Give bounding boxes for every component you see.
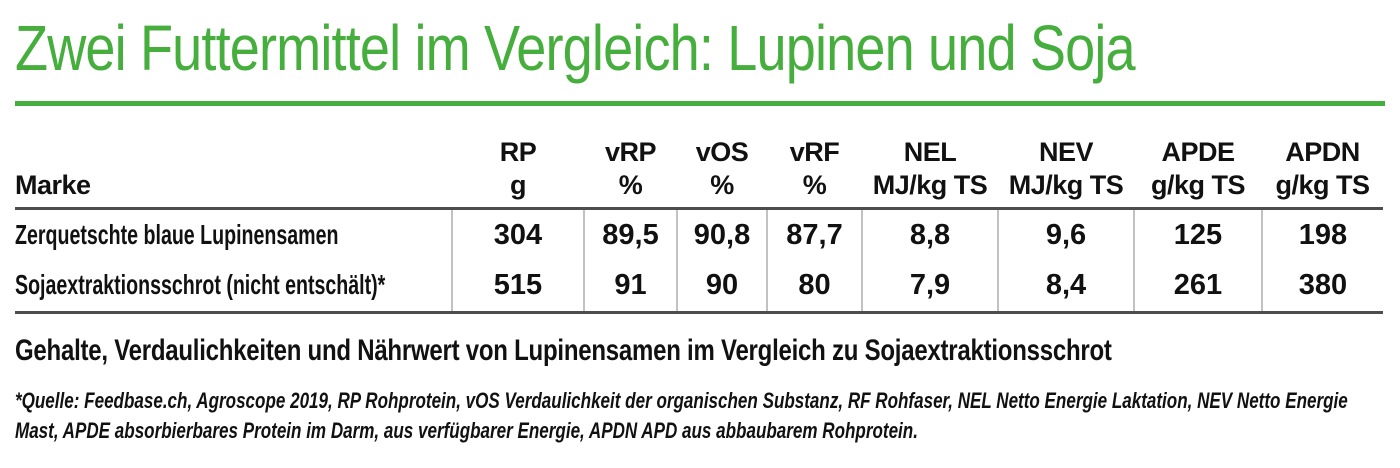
feed-comparison-table: Marke RP g vRP % vOS % vRF %: [15, 136, 1383, 314]
column-label: NEV: [1038, 137, 1094, 168]
row-name-cell: Zerquetschte blaue Lupinensamen: [15, 208, 452, 260]
source-footnote: *Quelle: Feedbase.ch, Agroscope 2019, RP…: [15, 387, 1348, 444]
column-header-vrp: vRP %: [584, 136, 677, 210]
table-cell: 90: [676, 260, 767, 314]
row-name-cell: Sojaextraktionsschrot (nicht entschält)*: [15, 260, 452, 314]
table-row-soja: Sojaextraktionsschrot (nicht entschält)*…: [15, 260, 1383, 314]
table-cell: 89,5: [583, 208, 677, 261]
table-caption: Gehalte, Verdaulichkeiten und Nährwert v…: [15, 333, 1112, 367]
table-cell: 515: [451, 260, 584, 314]
column-unit: MJ/kg TS: [872, 169, 988, 200]
column-unit: MJ/kg TS: [1008, 169, 1124, 200]
column-label: APDE: [1161, 137, 1235, 168]
column-header-apdn: APDN g/kg TS: [1262, 136, 1383, 210]
table-cell: 261: [1133, 260, 1262, 314]
table-cell: 90,8: [676, 208, 767, 261]
row-name: Zerquetschte blaue Lupinensamen: [15, 218, 339, 250]
column-label: vRP: [604, 137, 657, 168]
column-unit: %: [802, 169, 827, 200]
column-label: NEL: [903, 137, 957, 168]
column-header-vos: vOS %: [677, 136, 767, 210]
column-unit: g/kg TS: [1275, 169, 1370, 200]
table-cell: 80: [766, 260, 862, 314]
column-header-rp: RP g: [452, 136, 584, 210]
column-header-vrf: vRF %: [767, 136, 862, 210]
table-row-lupinen: Zerquetschte blaue Lupinensamen 304 89,5…: [15, 208, 1383, 261]
column-label: RP: [499, 137, 537, 168]
column-header-apde: APDE g/kg TS: [1134, 136, 1262, 210]
column-unit: g/kg TS: [1150, 169, 1246, 200]
column-unit: %: [618, 169, 643, 200]
title-divider-rule: [15, 101, 1385, 107]
column-unit: %: [710, 169, 734, 200]
column-header-nel: NEL MJ/kg TS: [862, 136, 998, 210]
column-label: vRF: [789, 137, 840, 168]
column-label: Marke: [15, 169, 91, 200]
table-cell: 8,4: [997, 260, 1134, 314]
table-cell: 8,8: [861, 208, 998, 261]
column-header-marke: Marke: [15, 136, 452, 210]
table-cell: 304: [451, 208, 584, 261]
table-cell: 380: [1261, 260, 1383, 314]
table-cell: 198: [1261, 208, 1383, 261]
table-cell: 91: [583, 260, 677, 314]
table-cell: 9,6: [997, 208, 1134, 261]
infographic-page: Zwei Futtermittel im Vergleich: Lupinen …: [15, 12, 1385, 444]
column-unit: g: [510, 169, 527, 200]
column-label: vOS: [695, 137, 749, 168]
table-cell: 7,9: [861, 260, 998, 314]
table-cell: 87,7: [766, 208, 862, 261]
column-label: APDN: [1285, 137, 1360, 168]
page-title: Zwei Futtermittel im Vergleich: Lupinen …: [15, 12, 1136, 84]
table-header-row: Marke RP g vRP % vOS % vRF %: [15, 136, 1383, 210]
table-cell: 125: [1133, 208, 1262, 261]
column-header-nev: NEV MJ/kg TS: [998, 136, 1134, 210]
row-name: Sojaextraktionsschrot (nicht entschält)*: [15, 269, 386, 301]
